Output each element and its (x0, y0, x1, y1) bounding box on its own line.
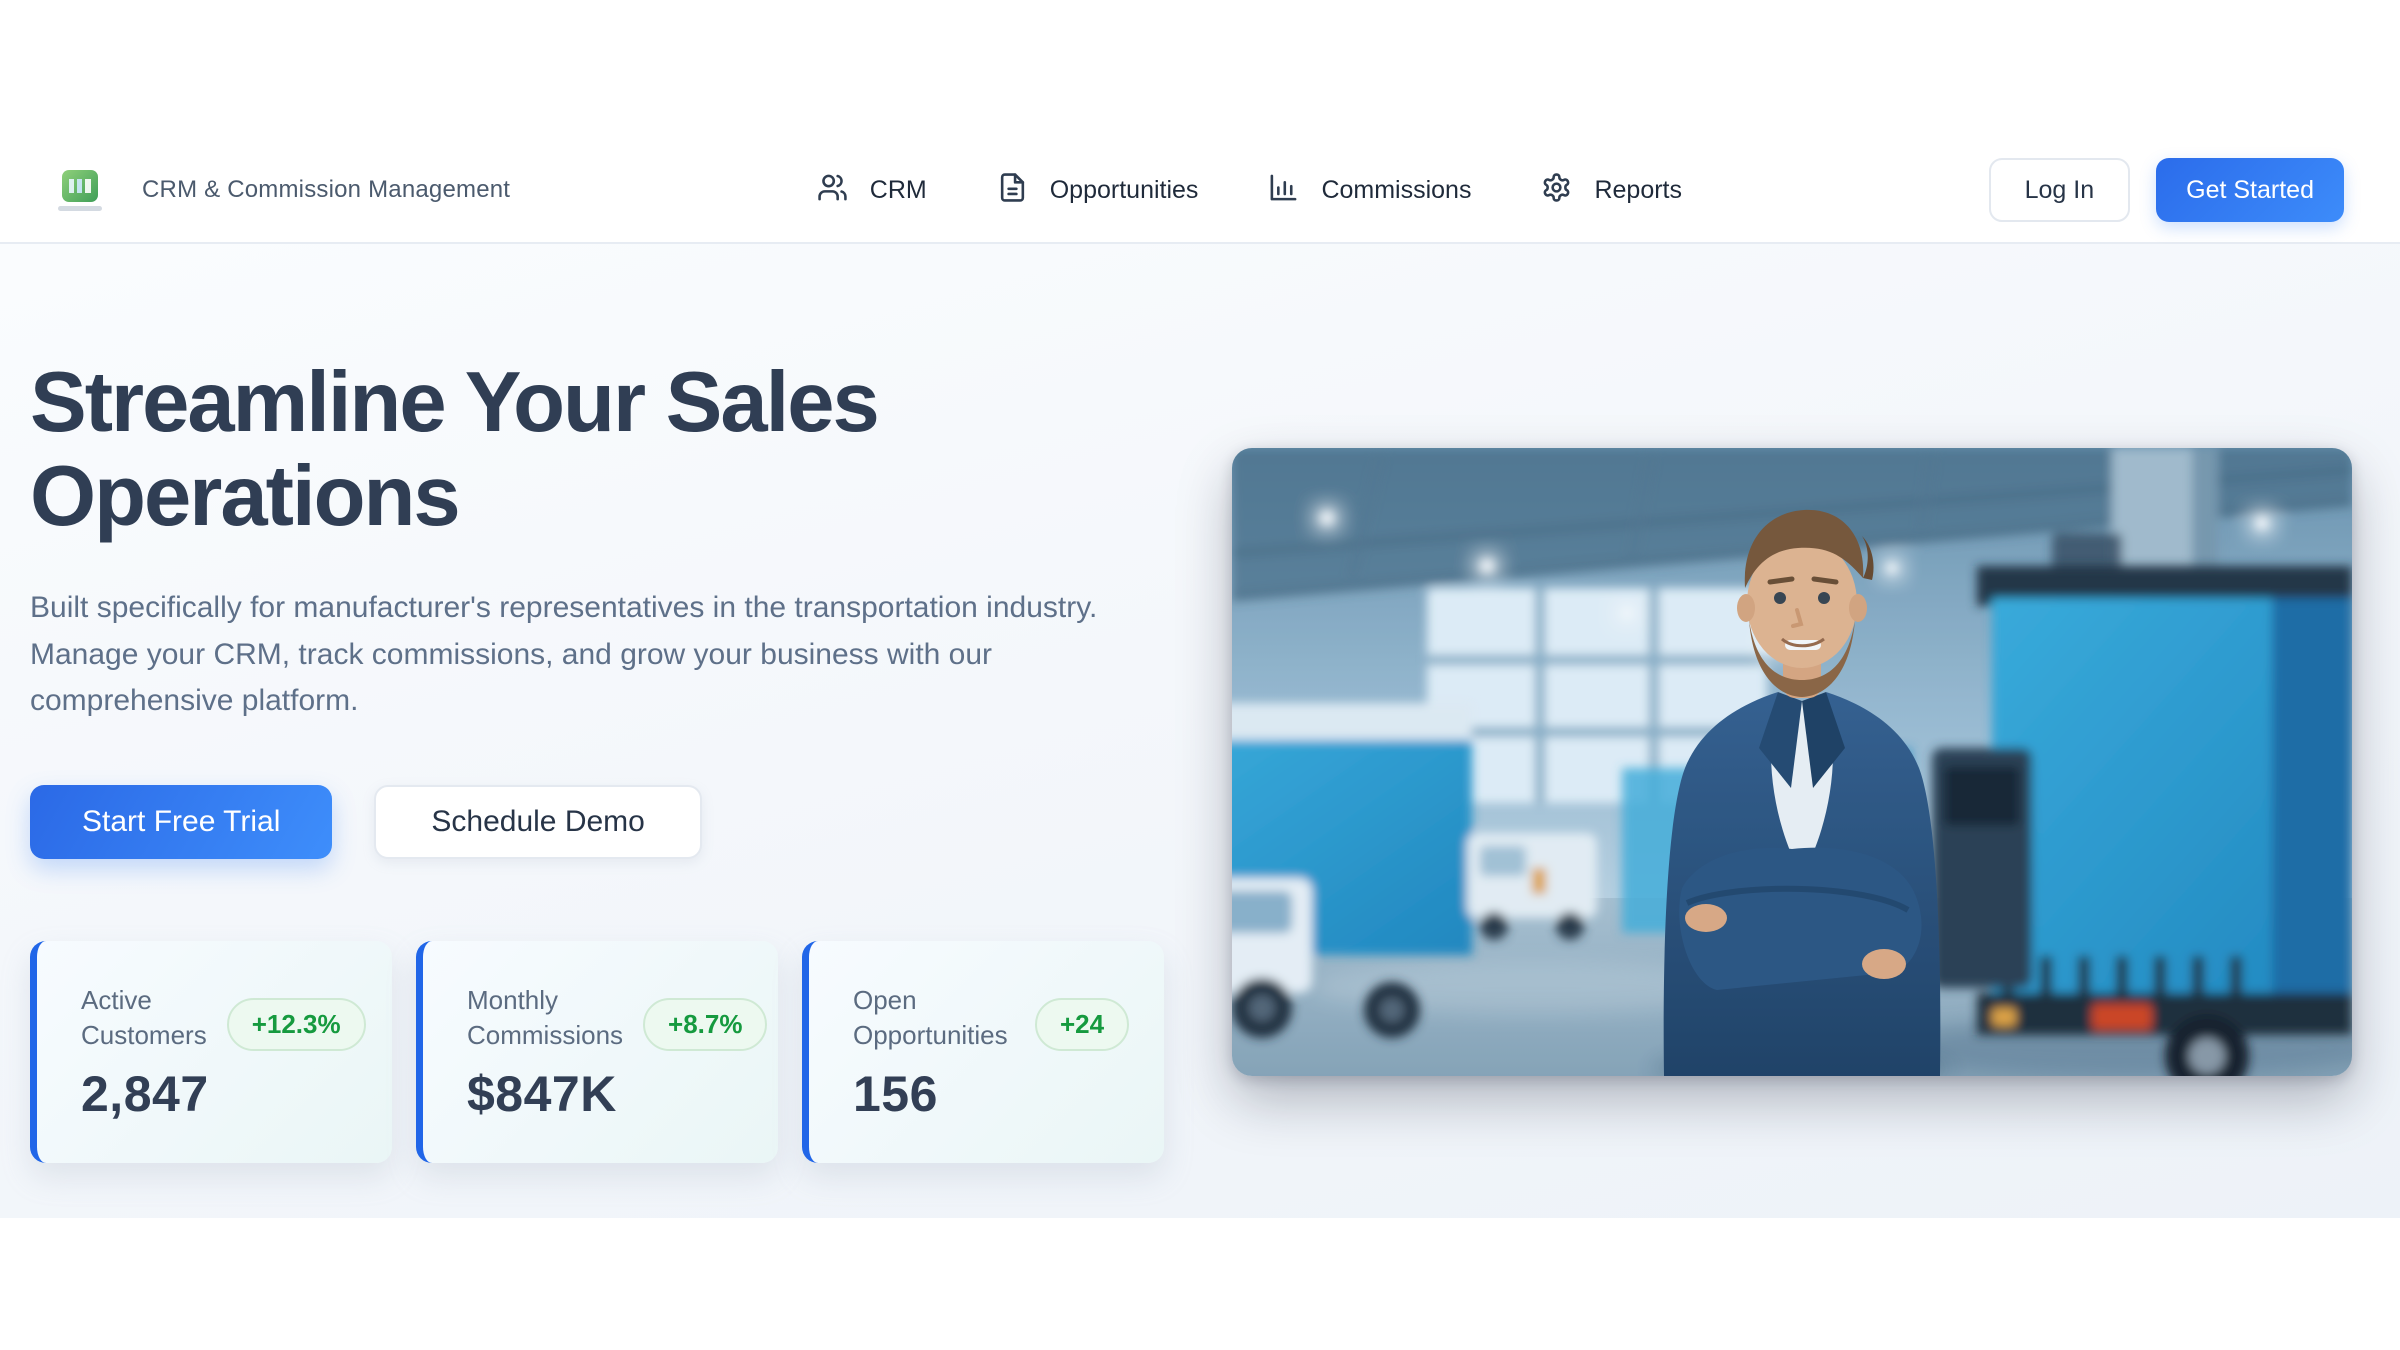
stat-value: $847K (467, 1065, 617, 1122)
nav-item-crm[interactable]: CRM (817, 172, 927, 208)
logo-caption (58, 205, 102, 211)
stat-card-monthly-commissions: Monthly Commissions +8.7% $847K (416, 940, 778, 1163)
brand-title: CRM & Commission Management (142, 176, 511, 203)
stat-label: Monthly Commissions (467, 984, 624, 1050)
stat-value: 156 (853, 1065, 938, 1122)
logo[interactable] (58, 169, 102, 211)
nav-item-commissions[interactable]: Commissions (1268, 172, 1471, 208)
document-icon (997, 172, 1028, 208)
login-button[interactable]: Log In (1988, 158, 2131, 222)
cta-row: Start Free Trial Schedule Demo (30, 784, 1200, 859)
hero-section: Streamline Your Sales Operations Built s… (0, 244, 2400, 1218)
nav-label: CRM (869, 175, 927, 204)
get-started-button[interactable]: Get Started (2156, 158, 2344, 222)
stat-badge: +12.3% (226, 997, 366, 1051)
header-actions: Log In Get Started (1988, 158, 2344, 222)
gear-icon (1541, 172, 1572, 208)
main-nav: CRM Opportunities Commissions Reports (817, 172, 1682, 208)
nav-item-opportunities[interactable]: Opportunities (997, 172, 1199, 208)
users-icon (817, 172, 848, 208)
stat-label: Open Opportunities (853, 984, 1008, 1050)
stat-value: 2,847 (81, 1065, 209, 1122)
nav-label: Commissions (1321, 175, 1472, 204)
stats-row: Active Customers +12.3% 2,847 Monthly Co… (30, 940, 1200, 1163)
page-title: Streamline Your Sales Operations (30, 355, 880, 544)
hero-description: Built specifically for manufacturer's re… (30, 591, 1098, 717)
logo-icon (62, 169, 98, 202)
top-header: CRM & Commission Management CRM Opportun… (0, 0, 2400, 244)
stat-card-open-opportunities: Open Opportunities +24 156 (802, 940, 1164, 1163)
stat-badge: +24 (1035, 997, 1130, 1051)
bar-chart-icon (1268, 172, 1299, 208)
stat-badge: +8.7% (643, 997, 768, 1051)
nav-item-reports[interactable]: Reports (1541, 172, 1682, 208)
start-free-trial-button[interactable]: Start Free Trial (30, 784, 333, 859)
nav-label: Opportunities (1049, 175, 1199, 204)
schedule-demo-button[interactable]: Schedule Demo (374, 784, 702, 859)
nav-label: Reports (1594, 175, 1683, 204)
stat-card-active-customers: Active Customers +12.3% 2,847 (30, 940, 392, 1163)
stat-label: Active Customers (81, 984, 207, 1050)
hero-image (1232, 448, 2352, 1076)
brand: CRM & Commission Management (58, 169, 511, 211)
